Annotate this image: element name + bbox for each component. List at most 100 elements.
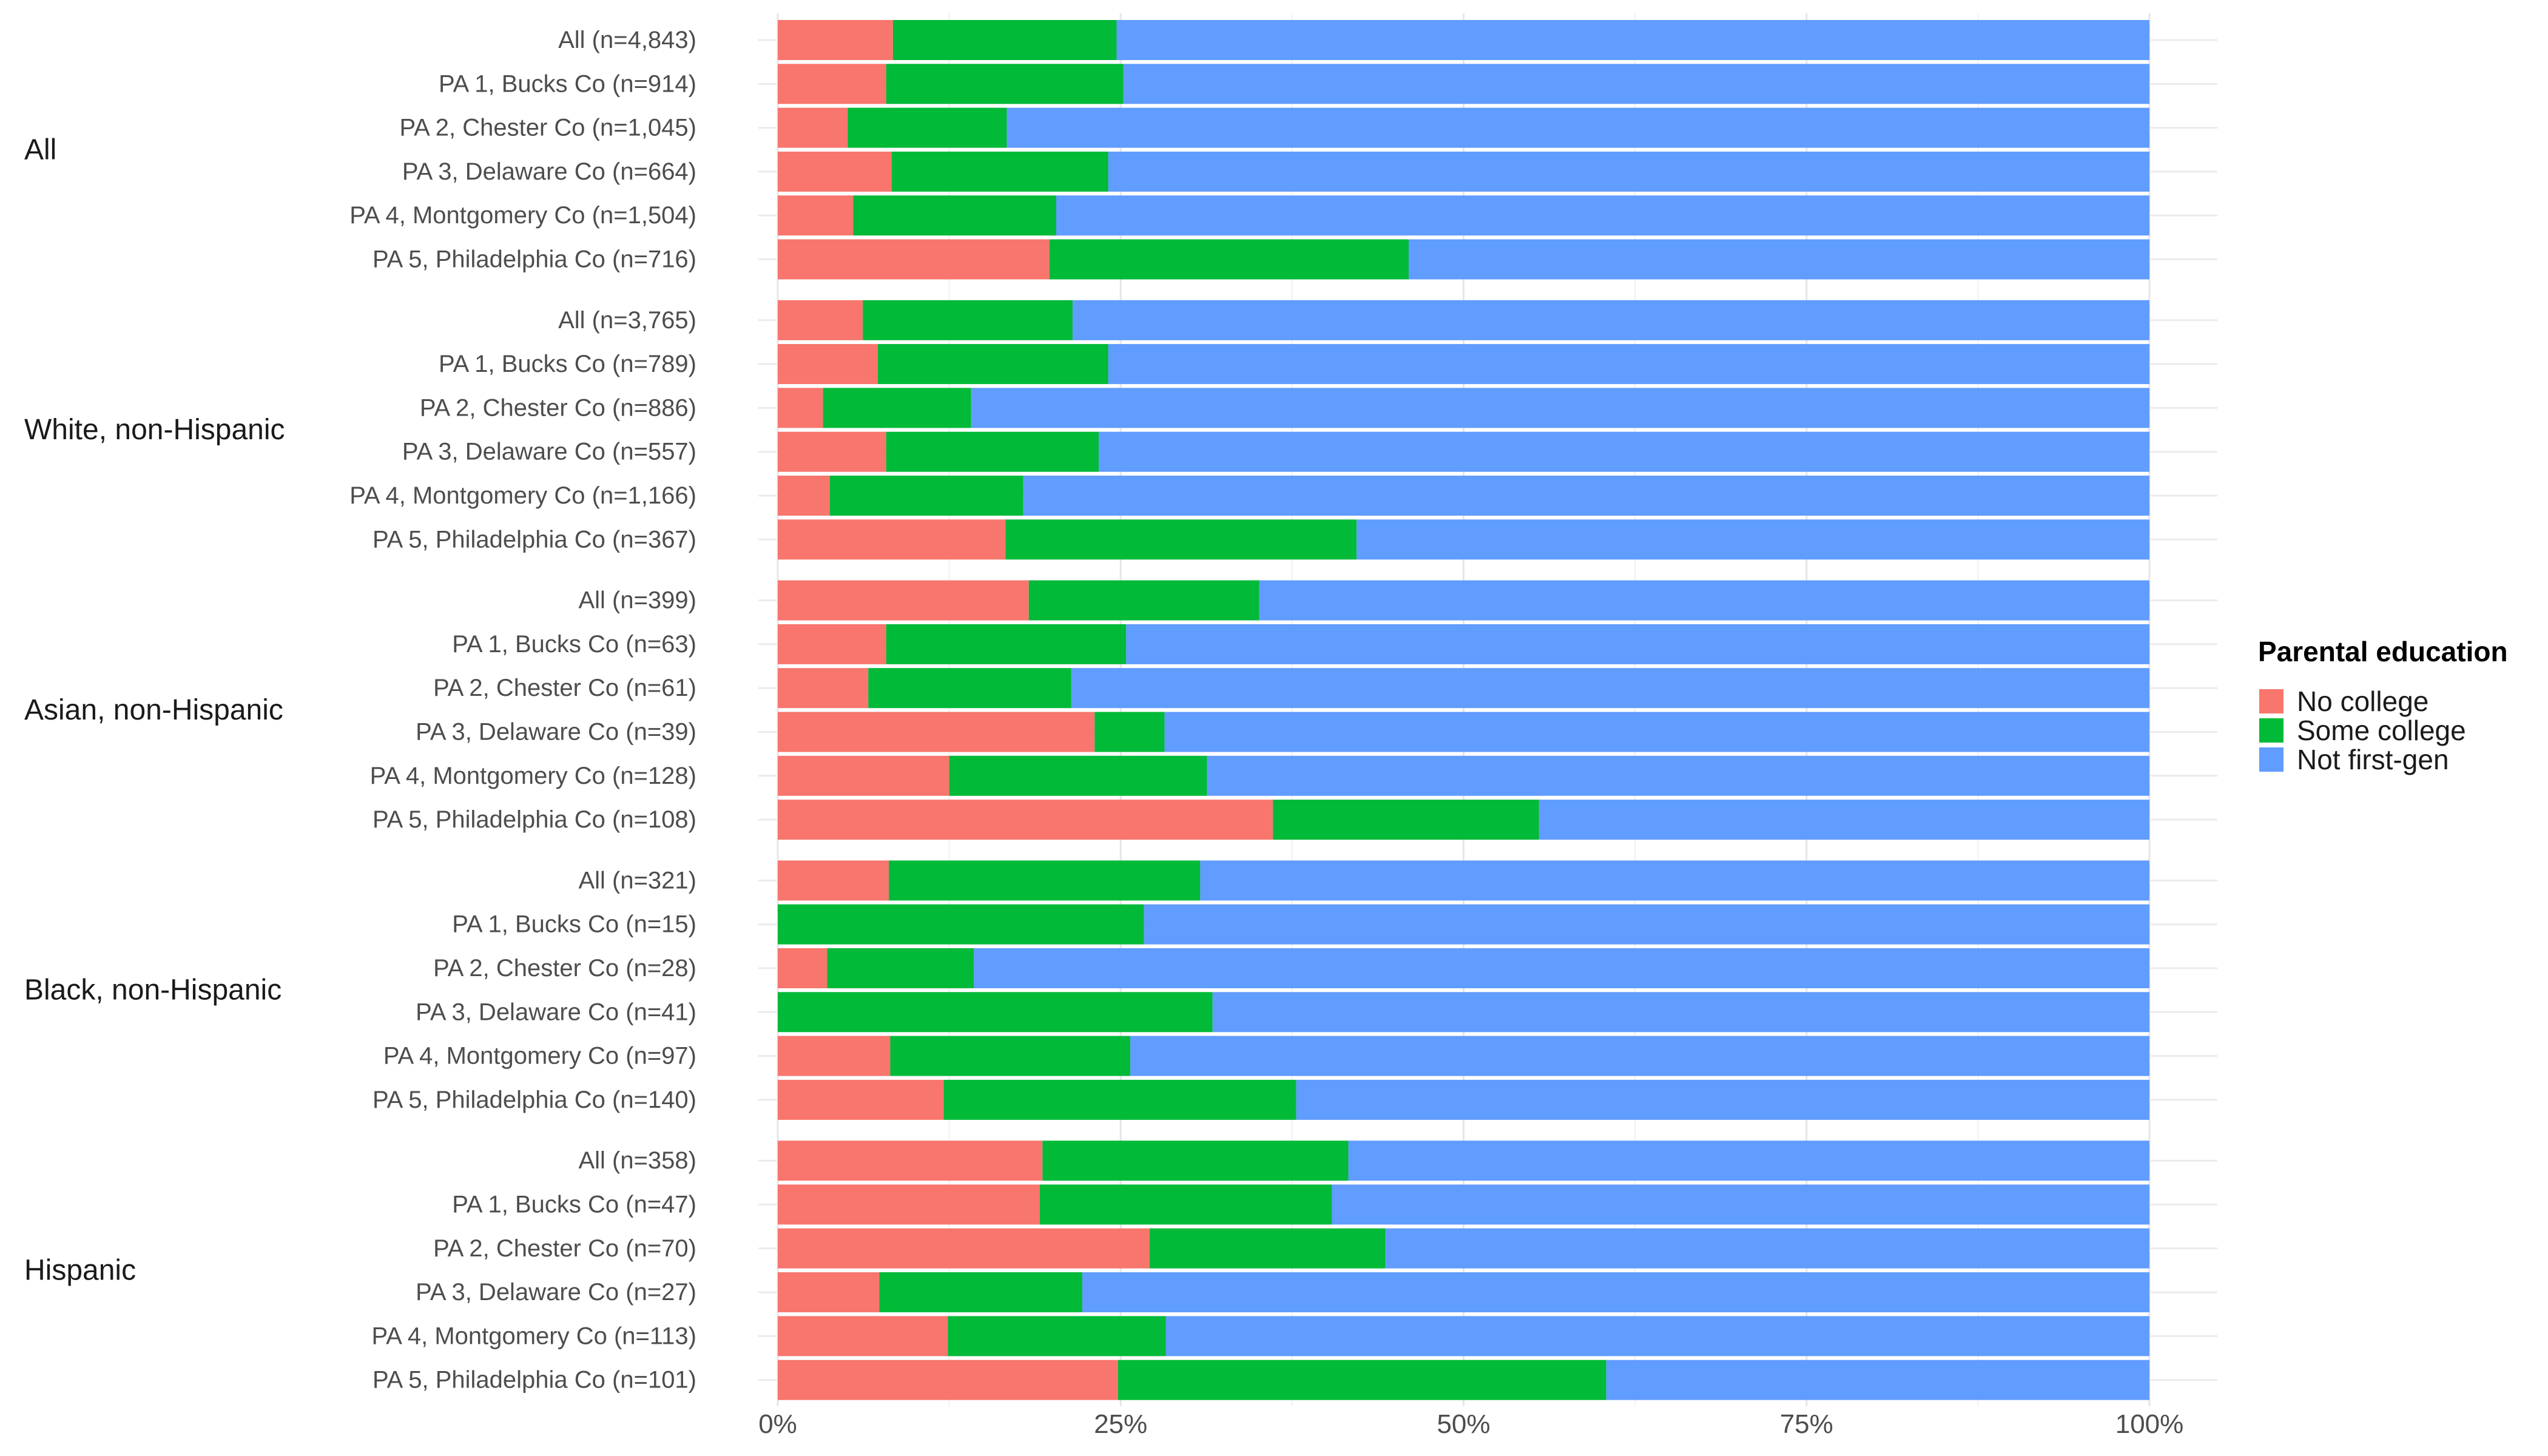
bar-segment-some-college	[886, 431, 1099, 472]
row-label: PA 3, Delaware Co (n=39)	[416, 719, 696, 746]
bar-segment-not-first-gen	[1207, 755, 2149, 796]
bar-segment-some-college	[1042, 1141, 1349, 1181]
bar-segment-not-first-gen	[1023, 476, 2149, 516]
bar-segment-some-college	[1273, 800, 1539, 840]
bar-segment-not-first-gen	[1071, 668, 2149, 709]
bar-segment-not-first-gen	[1259, 580, 2149, 621]
bar-segment-no-college	[778, 64, 886, 104]
bar-segment-not-first-gen	[1073, 300, 2149, 340]
bar-segment-some-college	[1049, 239, 1409, 280]
bar-segment-some-college	[949, 755, 1207, 796]
bar-segment-not-first-gen	[1212, 992, 2149, 1033]
legend-label: No college	[2297, 686, 2428, 717]
bar-segment-no-college	[778, 20, 893, 60]
bar-segment-not-first-gen	[1200, 860, 2149, 901]
bar-segment-no-college	[778, 668, 869, 709]
bar-segment-some-college	[891, 151, 1108, 192]
bar-segment-no-college	[778, 1316, 948, 1357]
bar-segment-no-college	[778, 948, 827, 988]
bar-segment-not-first-gen	[1348, 1141, 2149, 1181]
bar-segment-no-college	[778, 300, 863, 340]
row-label: PA 5, Philadelphia Co (n=716)	[372, 246, 696, 273]
row-label: PA 3, Delaware Co (n=41)	[416, 999, 696, 1025]
bar-segment-not-first-gen	[974, 948, 2149, 988]
row-label: PA 5, Philadelphia Co (n=140)	[372, 1087, 696, 1113]
row-label: All (n=4,843)	[558, 27, 696, 53]
bar-segment-some-college	[853, 195, 1056, 236]
bar-segment-not-first-gen	[1108, 344, 2149, 385]
x-tick-label: 0%	[758, 1409, 797, 1439]
x-tick-label: 75%	[1780, 1409, 1833, 1439]
bar-segment-not-first-gen	[1126, 624, 2149, 664]
row-label: PA 1, Bucks Co (n=63)	[452, 631, 696, 658]
row-label: PA 5, Philadelphia Co (n=367)	[372, 526, 696, 553]
bar-segment-no-college	[778, 860, 889, 901]
bar-segment-no-college	[778, 800, 1273, 840]
bar-segment-not-first-gen	[1130, 1036, 2149, 1076]
bar-segment-not-first-gen	[1144, 904, 2149, 945]
bar-segment-no-college	[778, 1184, 1040, 1225]
row-label: All (n=321)	[578, 867, 696, 894]
bar-segment-no-college	[778, 580, 1029, 621]
row-label: PA 4, Montgomery Co (n=113)	[372, 1323, 696, 1349]
bar-segment-some-college	[1117, 1360, 1606, 1400]
row-label: PA 2, Chester Co (n=1,045)	[399, 115, 696, 141]
row-label: PA 1, Bucks Co (n=914)	[439, 70, 696, 97]
bar-segment-some-college	[943, 1079, 1296, 1120]
group-label: Black, non-Hispanic	[24, 974, 281, 1006]
bar-segment-some-college	[829, 476, 1023, 516]
row-label: PA 3, Delaware Co (n=557)	[402, 439, 696, 465]
bar-segment-no-college	[778, 476, 830, 516]
bar-segment-not-first-gen	[1164, 712, 2149, 752]
bar-segment-some-college	[1149, 1228, 1386, 1269]
legend-label: Not first-gen	[2297, 744, 2449, 775]
bar-segment-not-first-gen	[1357, 519, 2149, 560]
bar-segment-not-first-gen	[1056, 195, 2149, 236]
row-label: PA 2, Chester Co (n=61)	[433, 675, 696, 701]
row-label: PA 4, Montgomery Co (n=1,166)	[349, 482, 696, 509]
row-label: PA 2, Chester Co (n=70)	[433, 1235, 696, 1262]
bar-segment-no-college	[778, 712, 1095, 752]
bar-segment-no-college	[778, 755, 949, 796]
x-tick-label: 100%	[2115, 1409, 2184, 1439]
bar-segment-some-college	[892, 20, 1117, 60]
row-label: PA 3, Delaware Co (n=664)	[402, 158, 696, 185]
row-label: PA 1, Bucks Co (n=47)	[452, 1191, 696, 1218]
labels-layer: All (n=4,843) PA 1, Bucks Co (n=914) PA 2,…	[24, 27, 696, 1394]
bar-segment-not-first-gen	[971, 388, 2149, 428]
bar-segment-some-college	[778, 992, 1213, 1033]
row-label: All (n=358)	[578, 1147, 696, 1174]
bar-segment-some-college	[848, 107, 1007, 148]
group-label: Hispanic	[24, 1254, 136, 1286]
bar-segment-some-college	[823, 388, 971, 428]
bar-segment-some-college	[868, 668, 1071, 709]
row-label: PA 1, Bucks Co (n=15)	[452, 911, 696, 938]
x-tick-label: 50%	[1437, 1409, 1490, 1439]
bar-segment-not-first-gen	[1409, 239, 2149, 280]
bar-segment-some-college	[948, 1316, 1166, 1357]
row-label: PA 4, Montgomery Co (n=97)	[383, 1043, 696, 1070]
row-label: PA 5, Philadelphia Co (n=101)	[372, 1367, 696, 1394]
bar-segment-no-college	[778, 624, 886, 664]
bar-segment-no-college	[778, 107, 848, 148]
bar-segment-not-first-gen	[1606, 1360, 2149, 1400]
bar-segment-no-college	[778, 1228, 1150, 1269]
bar-segment-no-college	[778, 519, 1006, 560]
bar-segment-some-college	[778, 904, 1144, 945]
bar-segment-not-first-gen	[1385, 1228, 2149, 1269]
bar-segment-not-first-gen	[1082, 1272, 2149, 1313]
legend-title: Parental education	[2258, 636, 2508, 667]
row-label: PA 1, Bucks Co (n=789)	[439, 351, 696, 377]
bar-segment-no-college	[778, 1079, 944, 1120]
bar-segment-no-college	[778, 1360, 1118, 1400]
bar-segment-not-first-gen	[1116, 20, 2149, 60]
bar-segment-not-first-gen	[1539, 800, 2149, 840]
legend-swatch	[2259, 718, 2283, 743]
x-tick-label: 25%	[1094, 1409, 1147, 1439]
row-label: PA 4, Montgomery Co (n=1,504)	[349, 202, 696, 229]
bar-segment-some-college	[889, 860, 1201, 901]
row-label: PA 4, Montgomery Co (n=128)	[370, 763, 696, 789]
row-label: All (n=3,765)	[558, 307, 696, 334]
bar-segment-not-first-gen	[1108, 151, 2149, 192]
